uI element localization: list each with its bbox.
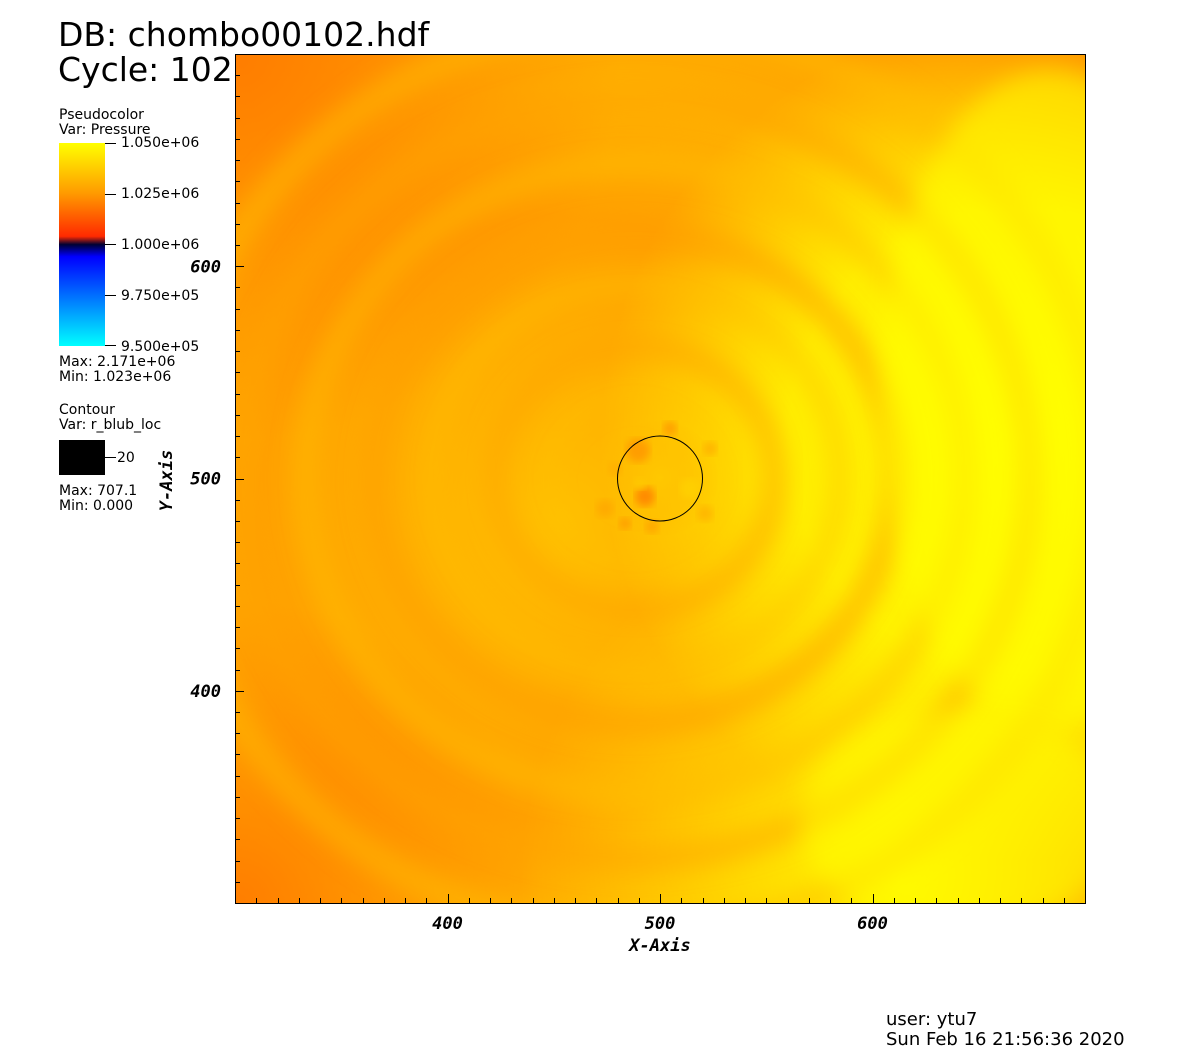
axes: 400 500 600 400 500 600 X-Axis Y-Axis	[157, 54, 1086, 956]
center-turbulence-blob	[697, 505, 713, 522]
cycle-time-line: Cycle: 102 Time:5.1e-05	[58, 53, 511, 86]
center-turbulence-blob	[596, 499, 614, 518]
x-tick-label: 500	[645, 914, 676, 934]
field-yellow-right	[235, 54, 1085, 903]
colorbar-label-1: 1.050e+06	[121, 135, 200, 151]
contour-min: Min: 0.000	[59, 498, 134, 514]
field-base	[235, 54, 1085, 903]
center-turbulence-blob	[680, 478, 700, 499]
cycle-label: Cycle: 102	[58, 50, 233, 89]
x-tick-label: 400	[432, 914, 463, 934]
field-orange-bottomleft	[235, 54, 1085, 903]
field-orange-topleft	[235, 54, 1085, 903]
pseudocolor-colorbar	[59, 143, 116, 346]
y-tick-label: 600	[190, 257, 221, 277]
pressure-wave-ring	[421, 274, 849, 683]
center-glow	[602, 420, 718, 537]
plot-frame	[235, 54, 1086, 904]
time-label: Time:5.1e-05	[292, 50, 512, 89]
pressure-wave-ring	[362, 220, 908, 737]
colorbar-label-2: 1.025e+06	[121, 186, 200, 202]
x-axis-title: X-Axis	[627, 936, 690, 956]
center-turbulence-blob	[663, 421, 677, 436]
pressure-field	[235, 54, 1085, 903]
center-turbulence-blob	[703, 441, 717, 456]
database-label: DB: chombo00102.hdf	[58, 15, 430, 54]
contour-max: Max: 707.1	[59, 483, 138, 499]
contour-swatch	[59, 440, 105, 475]
field-yellow-bottomright	[235, 54, 1085, 903]
contour-swatch-tick	[105, 457, 116, 458]
center-turbulence-blob	[671, 444, 689, 463]
center-turbulence-blob	[619, 517, 631, 530]
y-axis-title: Y-Axis	[157, 450, 177, 511]
pressure-wave-ring	[540, 388, 730, 569]
timestamp-label: Sun Feb 16 21:56:36 2020	[886, 1029, 1125, 1050]
colorbar-label-3: 1.000e+06	[121, 237, 200, 253]
center-turbulence-blob	[645, 519, 659, 534]
pseudocolor-max: Max: 2.171e+06	[59, 354, 176, 370]
contour-circle	[617, 435, 703, 522]
colorbar-gradient	[59, 143, 105, 346]
user-label: user: ytu7	[886, 1009, 978, 1030]
colorbar-label-4: 9.750e+05	[121, 288, 200, 304]
center-turbulence-blob	[634, 477, 646, 490]
center-turbulence-blob	[635, 486, 655, 507]
colorbar-label-5: 9.500e+05	[121, 339, 200, 355]
field-yellow-band	[800, 710, 1085, 903]
y-tick-label: 500	[190, 470, 221, 490]
center-turbulence-blob	[608, 461, 622, 476]
pressure-wave-ring	[235, 54, 1085, 903]
contour-level-label: 20	[117, 450, 135, 466]
pseudocolor-legend-var: Var: Pressure	[59, 122, 151, 138]
pseudocolor-min: Min: 1.023e+06	[59, 369, 172, 385]
y-tick-label: 400	[190, 682, 221, 702]
pressure-wave-ring	[294, 152, 976, 805]
contour-legend-var: Var: r_blub_loc	[59, 417, 162, 433]
pseudocolor-legend-title: Pseudocolor	[59, 107, 144, 123]
pressure-wave-ring	[235, 86, 1042, 871]
contour-legend-title: Contour	[59, 402, 115, 418]
x-tick-label: 600	[857, 914, 888, 934]
pressure-wave-ring	[484, 335, 786, 622]
field-yellow-band	[880, 70, 1085, 730]
center-turbulence-blob	[626, 438, 650, 463]
